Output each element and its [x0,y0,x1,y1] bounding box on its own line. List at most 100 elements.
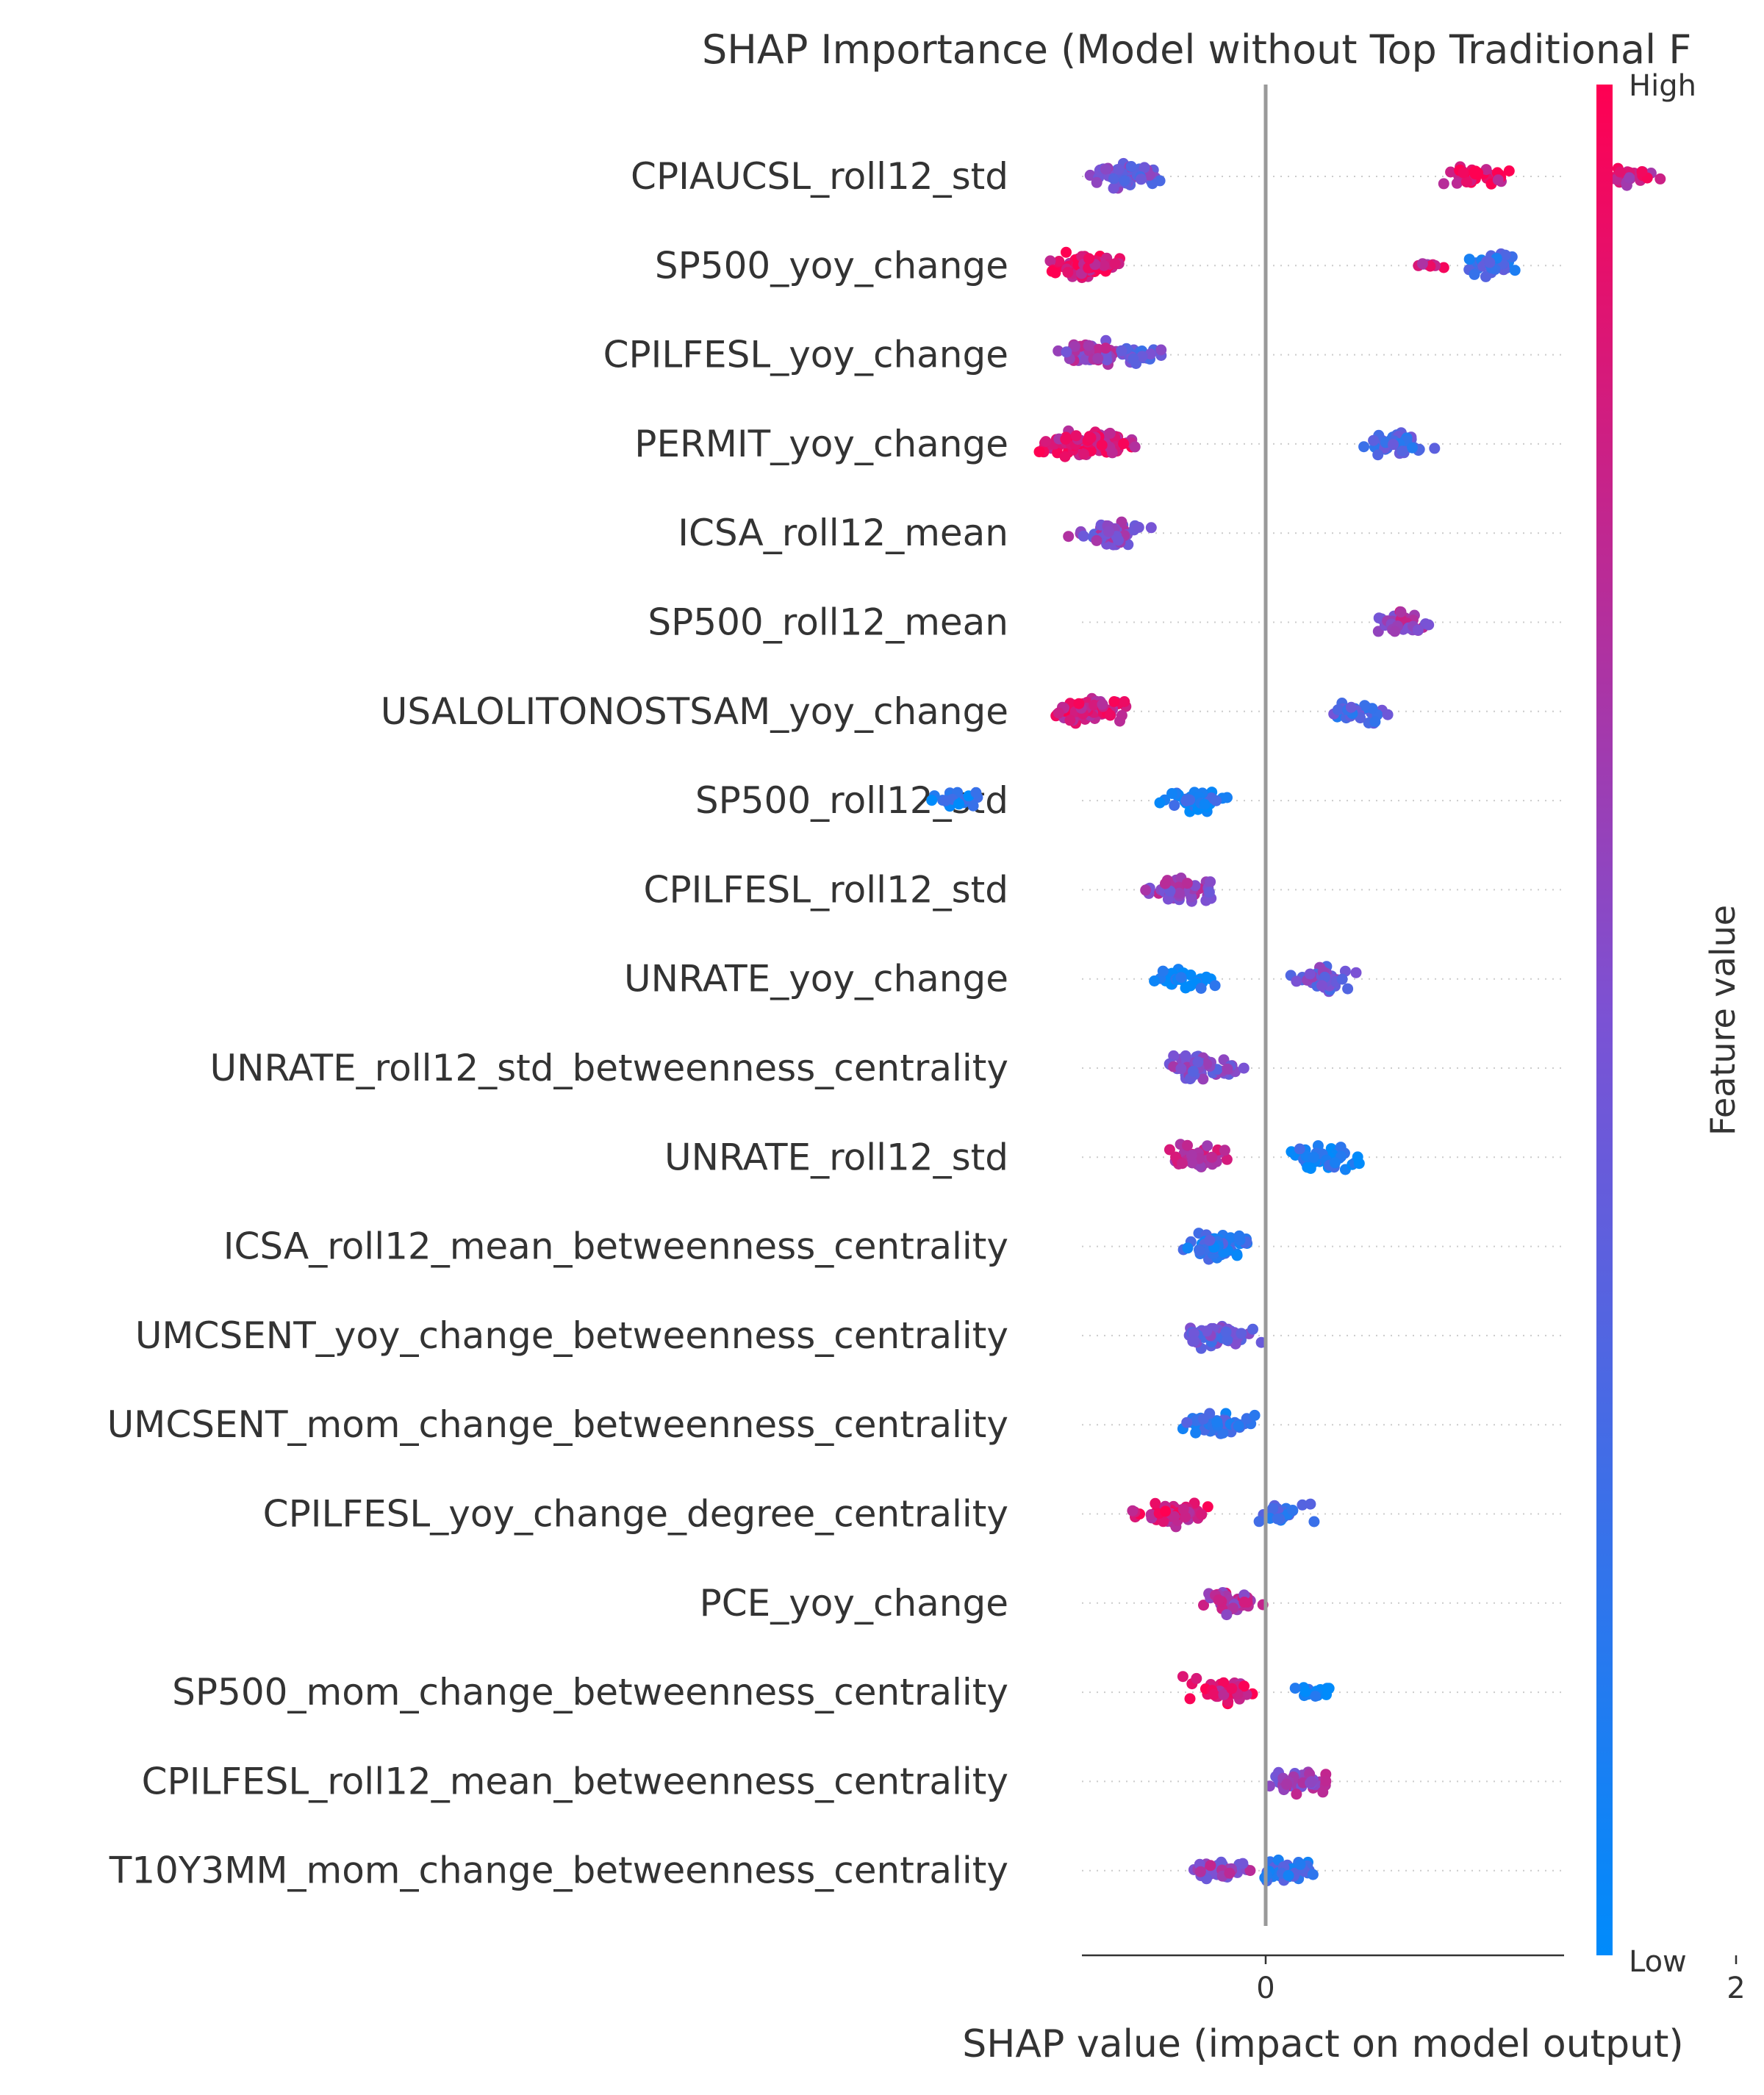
shap-point [1053,707,1064,719]
shap-point [1175,1063,1187,1075]
shap-point [1184,794,1196,806]
shap-point [1097,698,1108,710]
shap-point [1175,972,1187,984]
shap-point [1053,256,1065,267]
shap-point [1198,1600,1209,1611]
shap-point [1287,1505,1299,1516]
shap-point [926,795,938,806]
shap-point [1224,1867,1236,1879]
shap-point [1272,1513,1283,1525]
shap-point [967,800,979,812]
shap-point [1166,788,1177,799]
shap-point [1218,1677,1230,1688]
shap-point [1369,716,1381,728]
shap-point [1108,696,1120,707]
shap-point [1220,1326,1232,1338]
shap-point [1108,182,1119,194]
x-axis-label: SHAP value (impact on model output) [962,2022,1683,2066]
shap-point [1182,1139,1193,1151]
shap-point [1372,449,1384,461]
shap-point [1109,258,1121,270]
shap-point [1083,340,1094,351]
shap-point [1221,1609,1233,1621]
shap-point [1197,1413,1209,1425]
shap-point [1305,1163,1316,1174]
colorbar-high-label: High [1629,69,1696,103]
feature-label: CPILFESL_roll12_std [644,868,1008,911]
shap-point [1061,346,1072,358]
shap-point [1199,798,1211,810]
shap-point [1231,1250,1243,1261]
feature-label: UMCSENT_mom_change_betweenness_centralit… [107,1403,1008,1446]
shap-point [1310,1691,1322,1702]
shap-point [1195,983,1207,994]
feature-label: T10Y3MM_mom_change_betweenness_centralit… [109,1849,1008,1892]
shap-point [1222,1334,1233,1346]
shap-point [1085,431,1097,443]
colorbar-low-label: Low [1629,1945,1687,1979]
shap-point [1190,1427,1202,1439]
feature-label: UNRATE_roll12_std_betweenness_centrality [210,1047,1009,1089]
shap-point [1206,1151,1218,1163]
shap-point [1192,1056,1204,1068]
feature-label: CPILFESL_yoy_change_degree_centrality [263,1493,1008,1536]
shap-point [1406,442,1418,454]
shap-point [1063,531,1075,542]
shap-point [1164,1144,1175,1156]
shap-point [1078,448,1089,460]
feature-label: SP500_mom_change_betweenness_centrality [172,1671,1008,1713]
shap-point [1233,1420,1244,1432]
shap-point [1136,173,1147,185]
feature-label: CPILFESL_yoy_change [603,334,1008,376]
shap-point [1060,433,1072,445]
shap-point [1181,1417,1193,1428]
shap-point [1469,268,1480,280]
shap-point [1233,1230,1245,1242]
shap-point [1116,709,1127,721]
shap-point [1091,534,1102,546]
shap-point [1160,1505,1172,1517]
shap-point [1158,1516,1169,1528]
shap-point [1211,795,1222,806]
shap-point [1289,1683,1301,1694]
shap-point [1329,1157,1341,1169]
shap-point [1154,797,1166,809]
shap-point [1438,262,1449,273]
shap-point [1118,438,1130,449]
shap-point [1358,441,1370,453]
shap-point [1382,709,1394,720]
shap-point [1238,1597,1250,1608]
shap-point [1297,1499,1308,1511]
shap-point [1412,624,1424,636]
shap-point [1294,1143,1305,1155]
shap-point [1294,1858,1306,1870]
shap-point [1388,439,1399,451]
shap-point [1188,1335,1200,1347]
feature-rows: CPIAUCSL_roll12_std SP500_yoy_change CPILF… [107,155,1564,1892]
shap-point [1308,1152,1319,1163]
feature-label: ICSA_roll12_mean [678,512,1008,554]
feature-label: USALOLITONOSTSAM_yoy_change [381,690,1008,733]
shap-point [1460,176,1472,187]
shap-point [1088,699,1100,711]
shap-point [1345,701,1357,713]
shap-point [1147,178,1158,190]
feature-label: UMCSENT_yoy_change_betweenness_centralit… [135,1314,1008,1357]
shap-point [1211,1416,1223,1428]
shap-point [1040,436,1052,448]
shap-point [1194,1866,1206,1877]
shap-point [1169,800,1180,812]
shap-point [1053,345,1064,357]
feature-label: CPILFESL_roll12_mean_betweenness_central… [142,1760,1008,1802]
chart-title: SHAP Importance (Model without Top Tradi… [702,26,1691,73]
shap-point [1084,169,1096,181]
shap-point [1253,1516,1265,1528]
shap-point [1061,246,1072,258]
shap-point [1305,1498,1316,1510]
shap-point [1204,1234,1216,1246]
shap-point [1202,1501,1213,1513]
shap-point [1203,887,1215,898]
feature-label: UNRATE_roll12_std [664,1136,1008,1178]
shap-point [1499,249,1511,261]
shap-point [1636,166,1648,177]
